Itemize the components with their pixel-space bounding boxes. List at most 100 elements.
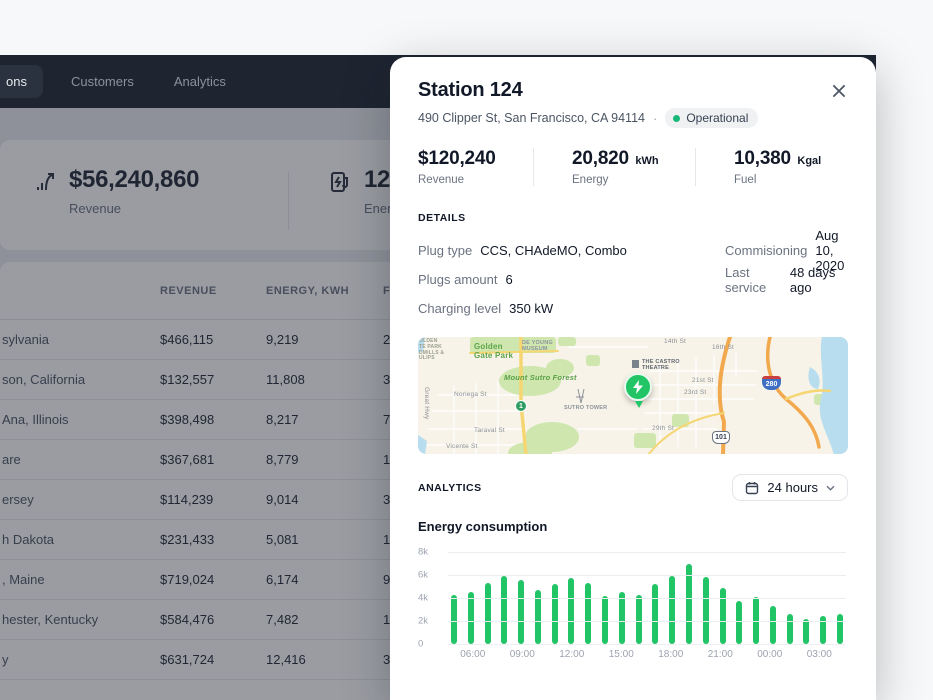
chart-bars — [448, 552, 846, 644]
bar — [618, 592, 625, 644]
table-cell: $719,024 — [160, 572, 215, 587]
station-address: 490 Clipper St, San Francisco, CA 94114 — [418, 111, 645, 125]
energy-chart: 0 2k 4k 6k 8k 06:00 09:00 12:00 15:00 18:00 21:00 0… — [418, 546, 848, 666]
map-label: OLDEN TE PARK DMILLS & ULIPS — [419, 338, 445, 362]
chart-gridline — [448, 644, 846, 645]
details-heading: DETAILS — [418, 212, 466, 224]
stat-fuel-unit: Kgal — [797, 155, 822, 167]
col-header-fuel[interactable]: F — [383, 284, 391, 297]
x-axis-tick: 03:00 — [806, 649, 832, 660]
detail-label: Plugs amount — [418, 272, 498, 287]
analytics-heading: ANALYTICS — [418, 481, 482, 494]
table-cell: sylvania — [2, 332, 49, 347]
details-grid: Plug type CCS, CHAdeMO, Combo Plugs amount… — [418, 228, 848, 323]
table-cell: 2 — [383, 332, 391, 347]
map-label: SUTRO TOWER — [564, 405, 608, 411]
status-dot-icon — [673, 114, 681, 122]
map-label: Great Hwy — [423, 387, 430, 420]
detail-label: Commisioning — [725, 243, 808, 258]
revenue-summary-label: Revenue — [69, 201, 122, 216]
table-cell: $584,476 — [160, 612, 215, 627]
table-cell: 12,416 — [266, 652, 306, 667]
y-axis-tick: 2k — [418, 615, 429, 627]
detail-item: Plugs amount 6 — [418, 265, 628, 294]
status-badge: Operational — [665, 108, 759, 128]
bar — [702, 577, 709, 644]
bar — [669, 576, 676, 644]
map-pin[interactable] — [624, 373, 654, 411]
x-axis-tick: 06:00 — [460, 649, 486, 660]
calendar-icon — [746, 481, 759, 494]
chart-gridline — [448, 598, 846, 599]
table-cell: , Maine — [2, 572, 45, 587]
table-cell: y — [2, 652, 9, 667]
map-label: THE CASTRO THEATRE — [642, 359, 680, 372]
detail-value: CCS, CHAdeMO, Combo — [480, 243, 627, 258]
nav-item-customers[interactable]: Customers — [70, 74, 134, 89]
y-axis-tick: 4k — [418, 592, 429, 604]
bar — [467, 592, 474, 644]
table-cell: 1 — [383, 532, 391, 547]
y-axis-tick: 8k — [418, 546, 429, 558]
table-cell: 5,081 — [266, 532, 299, 547]
bar — [719, 587, 726, 644]
stat-revenue-label: Revenue — [418, 174, 465, 186]
x-axis-tick: 12:00 — [559, 649, 585, 660]
table-cell: 7,482 — [266, 612, 299, 627]
map-label: Golden Gate Park — [474, 342, 514, 361]
table-cell: 6,174 — [266, 572, 299, 587]
revenue-summary: $56,240,860 Revenue — [33, 166, 199, 216]
stat-fuel: 10,380 Kgal Fuel — [695, 148, 848, 186]
status-label: Operational — [686, 111, 749, 125]
page-title: Station 124 — [418, 79, 523, 101]
map-label: 29th St — [652, 425, 674, 432]
map-label: 14th St — [664, 338, 686, 345]
detail-item: Charging level 350 kW — [418, 294, 628, 323]
table-cell: $398,498 — [160, 412, 215, 427]
nav-item-analytics[interactable]: Analytics — [173, 74, 226, 89]
table-cell: 9,219 — [266, 332, 299, 347]
table-cell: $231,433 — [160, 532, 215, 547]
table-cell: $466,115 — [160, 332, 214, 347]
chart-title: Energy consumption — [418, 519, 548, 534]
bar — [585, 583, 592, 644]
table-cell: 8,217 — [266, 412, 299, 427]
chart-gridline — [448, 621, 846, 622]
nav-item-stations[interactable]: ons — [0, 65, 43, 98]
bar — [534, 589, 541, 644]
address-separator: · — [652, 110, 658, 126]
table-cell: $367,681 — [160, 452, 215, 467]
table-cell: 8,779 — [266, 452, 299, 467]
table-cell: 3 — [383, 652, 391, 667]
trend-up-icon — [37, 173, 54, 191]
detail-label: Charging level — [418, 301, 502, 316]
time-range-dropdown[interactable]: 24 hours — [732, 474, 848, 501]
bar — [451, 594, 457, 644]
station-map[interactable]: OLDEN TE PARK DMILLS & ULIPS Golden Gate … — [418, 337, 848, 454]
detail-label: Last service — [725, 264, 767, 295]
close-icon[interactable] — [830, 82, 848, 100]
table-cell: ersey — [2, 492, 34, 507]
stat-energy-value: 20,820 — [572, 148, 629, 169]
col-header-revenue[interactable]: REVENUE — [160, 284, 217, 297]
detail-item: Commisioning Aug 10, 2020 — [725, 228, 848, 273]
highway-shield-280: 280 — [762, 376, 781, 390]
map-base-art — [418, 337, 848, 454]
bar — [685, 563, 692, 644]
x-axis-tick: 15:00 — [608, 649, 634, 660]
map-label: DE YOUNG MUSEUM — [522, 340, 553, 353]
stat-fuel-label: Fuel — [734, 174, 757, 186]
detail-item: Last service 48 days ago — [725, 264, 848, 295]
col-header-energy[interactable]: ENERGY, KWH — [266, 284, 350, 297]
station-stats: $120,240 Revenue 20,820 kWh Energy 10,38… — [418, 148, 848, 186]
stat-fuel-value: 10,380 — [734, 148, 791, 169]
map-label: 16th St — [712, 344, 734, 351]
time-range-label: 24 hours — [767, 480, 818, 495]
ev-bolt-icon — [633, 380, 643, 394]
map-label: 21st St — [692, 377, 714, 384]
stat-revenue-value: $120,240 — [418, 148, 496, 169]
bar — [753, 596, 760, 644]
sutro-tower-icon — [576, 388, 585, 404]
detail-value: 48 days ago — [789, 264, 836, 295]
table-cell: hester, Kentucky — [2, 612, 99, 627]
